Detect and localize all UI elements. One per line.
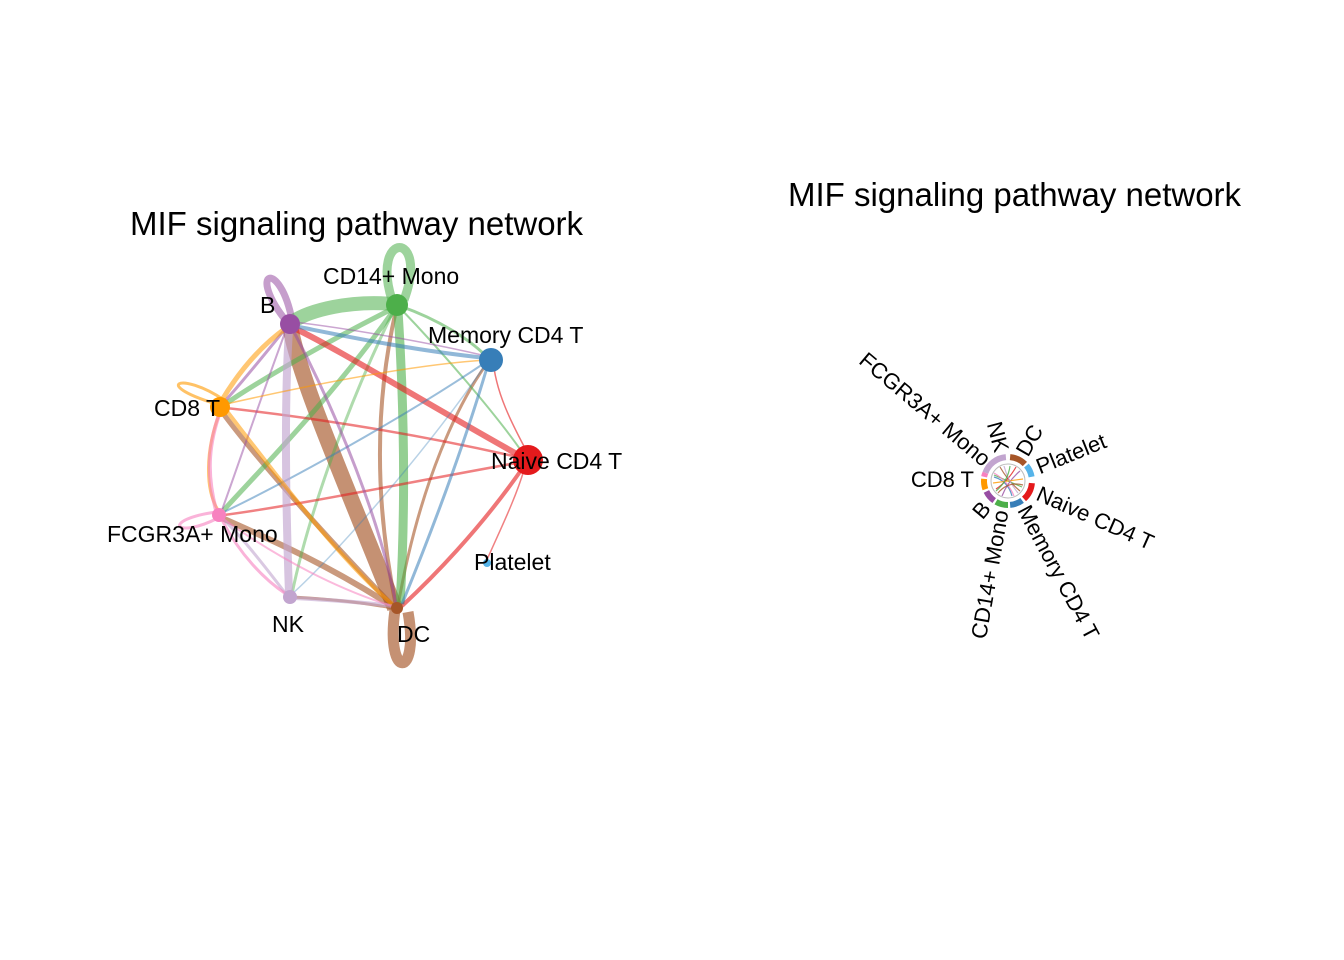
node-label-naive: Naive CD4 T — [491, 448, 622, 474]
node-label-fcgr: FCGR3A+ Mono — [107, 521, 278, 547]
edge-cd14-memory — [399, 304, 488, 358]
edge-nk-fcgr — [222, 518, 288, 595]
node-platelet[interactable] — [483, 559, 491, 567]
chord-label-cd8: CD8 T — [911, 467, 974, 492]
chord-link — [1001, 470, 1021, 497]
chord-links — [992, 465, 1024, 497]
edge-cd14-cd8 — [222, 305, 396, 408]
node-dc[interactable] — [391, 602, 403, 614]
edge-fcgr-nk — [220, 519, 287, 596]
sector-cd8 — [981, 478, 989, 491]
edge-cd14-dc — [393, 309, 409, 605]
edge-memory-nk — [291, 363, 487, 595]
chord-link — [1003, 465, 1019, 494]
node-label-memory: Memory CD4 T — [428, 322, 584, 348]
node-naive[interactable] — [513, 445, 543, 475]
edge-dc-fcgr — [220, 515, 394, 609]
sector-cd14 — [994, 499, 1009, 509]
chord-link — [993, 476, 1013, 497]
self-loop-cd8 — [177, 381, 225, 407]
edge-nk-b — [282, 329, 293, 595]
edge-b-memory — [293, 321, 487, 357]
self-loop-fcgr — [178, 510, 219, 530]
edge-b-cd8 — [222, 327, 288, 404]
sector-platelet — [1023, 463, 1035, 478]
edge-dc-cd14 — [378, 309, 398, 607]
node-label-nk: NK — [272, 611, 305, 637]
chord-link — [997, 483, 1024, 494]
chord-link — [995, 465, 1011, 492]
edge-naive-dc — [400, 464, 526, 608]
circle-network: CD14+ Mono B Memory CD4 T CD8 T Naive CD… — [107, 243, 622, 669]
self-loop-dc — [387, 609, 417, 669]
edge-dc-b — [282, 324, 403, 611]
chord-link — [995, 466, 1017, 490]
edge-naive-cd8 — [225, 406, 523, 460]
chord-link — [993, 472, 1015, 497]
edge-cd8-memory — [225, 359, 487, 405]
edge-naive-b — [292, 325, 526, 461]
sector-memory — [1009, 497, 1024, 508]
node-label-platelet: Platelet — [474, 549, 551, 575]
edge-cd14-naive — [399, 307, 523, 453]
edge-fcgr-cd8 — [207, 411, 222, 511]
node-nk[interactable] — [283, 590, 297, 604]
node-label-cd8: CD8 T — [154, 395, 220, 421]
sector-naive — [1021, 482, 1035, 502]
node-cd14[interactable] — [386, 294, 408, 316]
sector-fcgr — [981, 471, 989, 478]
edge-cd8-dc — [224, 408, 394, 606]
chord-inner-ring — [990, 463, 1026, 499]
edge-memory-dc — [400, 363, 490, 605]
chord-label-cd14: CD14+ Mono — [966, 508, 1013, 641]
edge-fcgr-dc — [221, 517, 393, 607]
sector-b — [983, 489, 997, 504]
chord-link — [992, 478, 1024, 484]
edge-cd14-b — [288, 296, 395, 328]
edge-b-fcgr — [221, 329, 287, 511]
self-loop-cd14 — [382, 243, 416, 302]
edge-memory-b — [293, 324, 487, 360]
node-cd8[interactable] — [210, 397, 230, 417]
self-loop-b — [263, 274, 296, 325]
sector-dc — [1009, 454, 1028, 467]
node-label-dc: DC — [397, 621, 430, 647]
node-label-cd14: CD14+ Mono — [323, 263, 459, 289]
chord-sectors — [981, 454, 1035, 509]
node-label-b: B — [260, 292, 275, 318]
edge-cd8-b — [219, 325, 288, 402]
edge-platelet-naive — [485, 469, 525, 563]
sector-nk — [982, 454, 1007, 475]
edge-nk-dc — [293, 596, 393, 608]
node-fcgr[interactable] — [212, 508, 226, 522]
chord-plot-title: MIF signaling pathway network — [788, 176, 1242, 213]
edge-cd14-fcgr — [220, 308, 397, 514]
chord-label-fcgr: FCGR3A+ Mono — [855, 347, 996, 471]
node-b[interactable] — [280, 314, 300, 334]
edge-b-dc — [290, 327, 398, 605]
chord-diagram: FCGR3A+ Mono NK DC Platelet CD8 T Naive … — [855, 347, 1158, 644]
circle-plot-title: MIF signaling pathway network — [130, 205, 584, 242]
edge-naive-memory — [493, 367, 527, 451]
edge-dc-memory — [396, 361, 490, 607]
node-memory[interactable] — [479, 348, 503, 372]
